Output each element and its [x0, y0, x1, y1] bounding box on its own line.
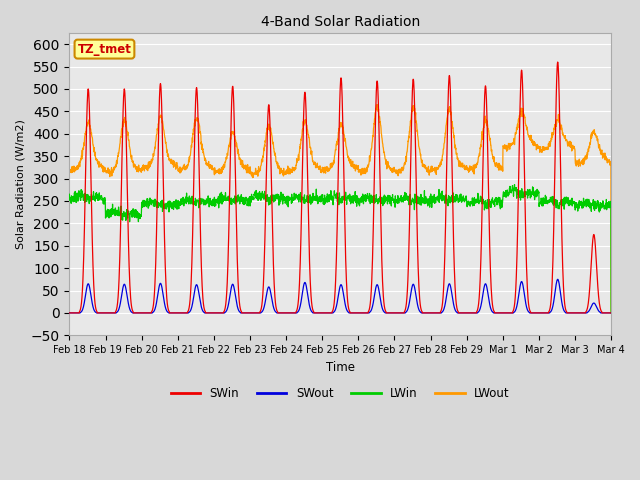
Text: TZ_tmet: TZ_tmet — [77, 43, 131, 56]
Y-axis label: Solar Radiation (W/m2): Solar Radiation (W/m2) — [15, 119, 25, 249]
X-axis label: Time: Time — [326, 360, 355, 373]
Legend: SWin, SWout, LWin, LWout: SWin, SWout, LWin, LWout — [166, 383, 515, 405]
Title: 4-Band Solar Radiation: 4-Band Solar Radiation — [260, 15, 420, 29]
